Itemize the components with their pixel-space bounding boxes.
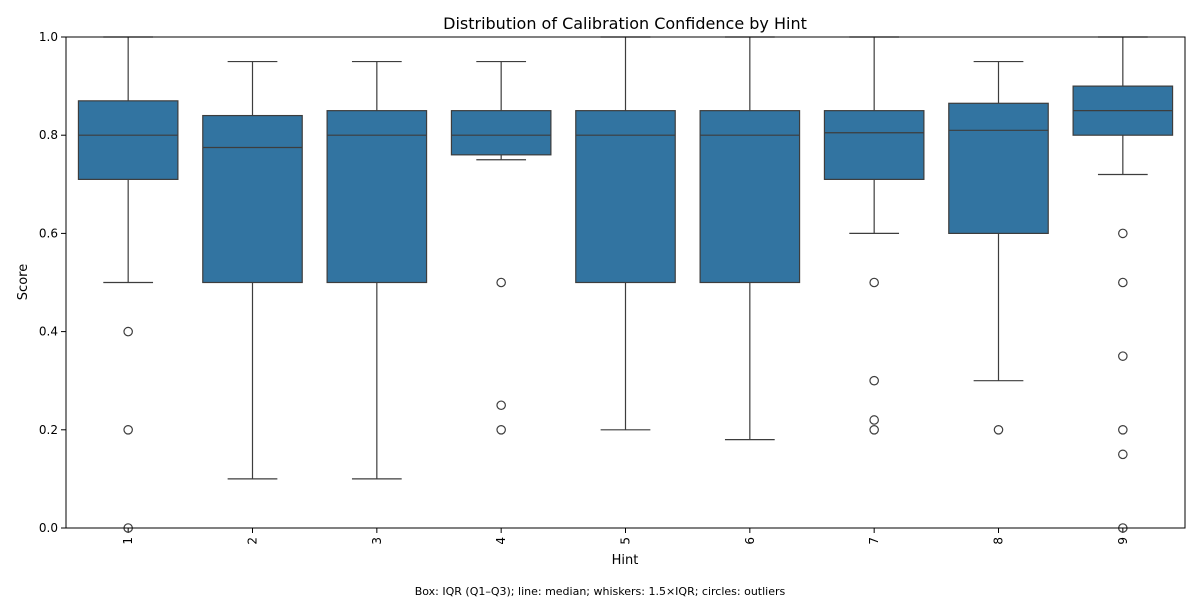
outlier-point [123,326,133,337]
x-tick-label: 9 [1116,537,1130,545]
box-iqr [450,110,552,156]
plot-frame [65,36,1186,529]
chart-title: Distribution of Calibration Confidence b… [443,14,807,33]
y-tick-label: 0.6 [39,226,58,240]
outlier-point [869,375,879,386]
outlier-point [869,277,879,288]
outlier-point [496,277,506,288]
outlier-point [496,424,506,435]
outlier-point [869,424,879,435]
plot-area: 0.0 0.2 0.4 0.6 0.8 1.0 1 2 3 4 5 6 7 8 9 [39,30,1174,545]
x-tick-label: 1 [121,537,135,545]
outlier-point [1118,351,1128,361]
box-iqr [948,102,1049,235]
box-iqr [202,114,303,284]
box-iqr [77,100,179,180]
outlier-point [1118,449,1128,460]
x-tick-label: 6 [743,537,757,545]
x-tick-label: 4 [494,537,508,545]
y-tick-label: 0.4 [39,325,58,339]
y-tick-label: 0.8 [39,128,58,142]
x-axis-label: Hint [612,553,639,568]
box-iqr [699,110,801,284]
y-axis-label: Score [16,264,31,300]
outlier-point [496,400,506,411]
x-tick-label: 7 [867,537,881,545]
x-tick-label: 8 [992,537,1006,545]
box-iqr [575,110,676,284]
outlier-point [993,424,1004,435]
outlier-point [1118,277,1128,288]
x-tick-label: 5 [619,537,633,545]
chart-caption: Box: IQR (Q1–Q3); line: median; whiskers… [415,585,786,598]
box-iqr [326,110,428,284]
box-iqr [823,110,925,180]
outlier-point [1118,424,1128,435]
y-tick-label: 1.0 [39,30,58,44]
y-tick-label: 0.2 [39,423,58,437]
outlier-point [869,415,879,425]
y-tick-label: 0.0 [39,521,58,535]
outlier-point [123,424,133,435]
x-tick-label: 3 [370,537,384,545]
x-tick-label: 2 [246,537,260,545]
outlier-point [1118,228,1128,239]
